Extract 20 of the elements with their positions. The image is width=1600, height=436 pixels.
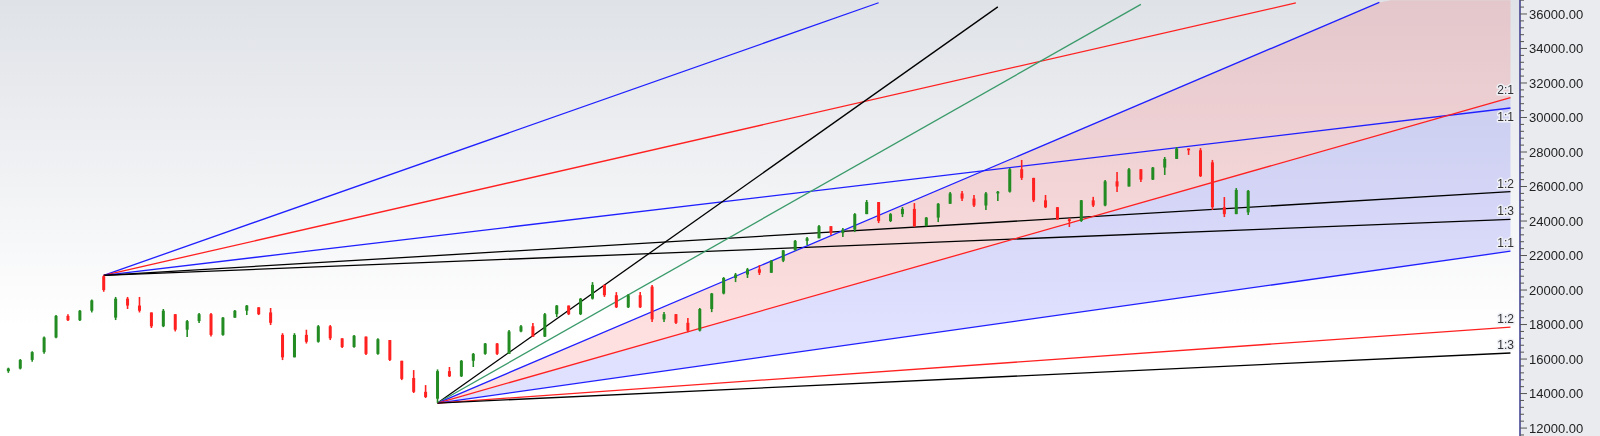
y-tick-label: 36000.00 xyxy=(1529,6,1584,22)
y-tick-label: 20000.00 xyxy=(1529,282,1584,298)
annotation: 1:3 xyxy=(1497,338,1515,353)
annotation: 2:1 xyxy=(1497,82,1515,97)
y-tick-label: 14000.00 xyxy=(1529,386,1584,402)
y-tick-label: 34000.00 xyxy=(1529,41,1584,57)
y-tick-label: 12000.00 xyxy=(1529,420,1584,436)
y-tick-label: 16000.00 xyxy=(1529,351,1584,367)
y-tick-label: 22000.00 xyxy=(1529,248,1584,264)
annotation: 1:2 xyxy=(1497,176,1515,191)
annotation: 1:1 xyxy=(1497,110,1515,125)
y-tick-label: 26000.00 xyxy=(1529,179,1584,195)
y-tick-label: 24000.00 xyxy=(1529,213,1584,229)
annotation: 1:1 xyxy=(1497,236,1515,251)
annotation: 1:3 xyxy=(1497,204,1515,219)
annotation: 1:2 xyxy=(1497,312,1515,327)
y-tick-label: 28000.00 xyxy=(1529,144,1584,160)
y-tick-label: 30000.00 xyxy=(1529,110,1584,126)
y-tick-label: 18000.00 xyxy=(1529,317,1584,333)
y-tick-label: 32000.00 xyxy=(1529,75,1584,91)
